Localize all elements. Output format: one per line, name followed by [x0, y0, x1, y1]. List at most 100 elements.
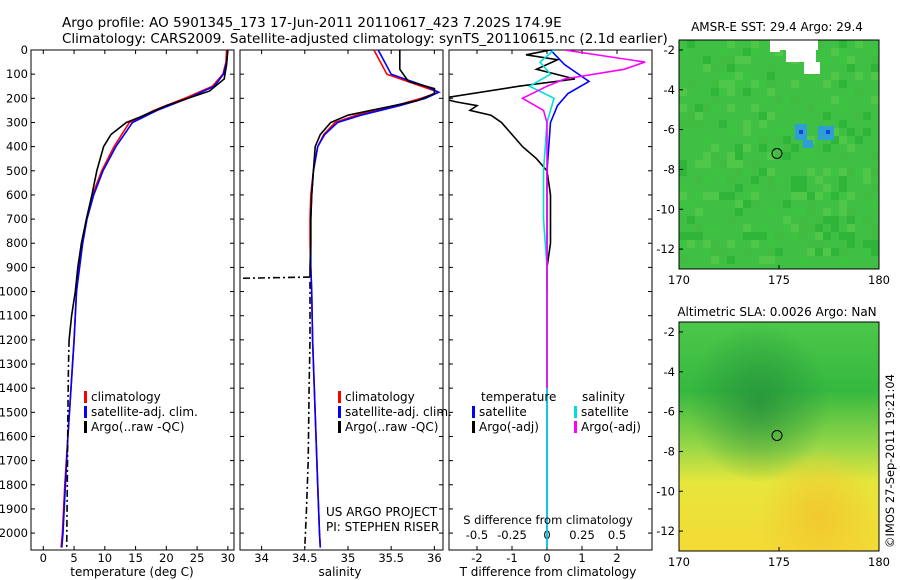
sst-cell — [839, 120, 847, 128]
sst-cell — [687, 240, 695, 248]
sst-cell — [703, 240, 711, 248]
sst-cell — [791, 80, 799, 88]
sst-cell — [767, 176, 775, 184]
sst-cell — [759, 112, 767, 120]
sst-cell — [679, 240, 687, 248]
sst-cell — [863, 128, 871, 136]
sst-cold-pixel — [826, 130, 830, 134]
legend-label-t-satellite: satellite — [479, 405, 527, 419]
sst-cell — [711, 80, 719, 88]
sst-cell — [679, 168, 687, 176]
sst-cell — [767, 88, 775, 96]
map-y-tick-label: -12 — [656, 242, 675, 256]
sst-cell — [839, 256, 847, 264]
sst-cell — [743, 48, 751, 56]
x-tick-label: 35.5 — [378, 551, 404, 565]
sst-cell — [767, 184, 775, 192]
series-line-argo-raw-qc-spike — [240, 276, 311, 280]
depth-tick-label: 1900 — [0, 502, 28, 516]
sst-cell — [799, 152, 807, 160]
legend-swatch-argo — [338, 421, 341, 433]
sst-cell — [855, 136, 863, 144]
map-x-tick-label: 180 — [868, 555, 890, 569]
sst-cell — [807, 208, 815, 216]
sst-cell — [871, 224, 879, 232]
sst-cell — [759, 144, 767, 152]
sst-cell — [687, 40, 695, 48]
sst-cell — [743, 232, 751, 240]
legend-swatch-climatology — [84, 391, 87, 403]
sst-cloud-mask — [804, 62, 820, 74]
sst-cell — [839, 152, 847, 160]
sla-map — [678, 321, 880, 552]
s-tick-label: -0.5 — [466, 528, 488, 542]
sst-cell — [855, 216, 863, 224]
sst-cell — [679, 184, 687, 192]
sst-cell — [743, 224, 751, 232]
sst-cell — [679, 232, 687, 240]
sst-cell — [711, 224, 719, 232]
legend-label-satellite-adj: satellite-adj. clim. — [91, 405, 198, 419]
sst-cell — [679, 256, 687, 264]
sst-cell — [759, 80, 767, 88]
argo-float-marker — [771, 430, 783, 442]
sst-cell — [703, 56, 711, 64]
legend-label-s-satellite: satellite — [581, 405, 629, 419]
map-y-tick-label: -8 — [664, 444, 675, 458]
sst-cell — [839, 168, 847, 176]
sst-cell — [799, 176, 807, 184]
sst-cell — [703, 136, 711, 144]
sst-cell — [815, 40, 823, 48]
map-x-tick-label: 170 — [668, 273, 690, 287]
sst-cell — [679, 48, 687, 56]
sst-cell — [727, 216, 735, 224]
sst-cell — [863, 192, 871, 200]
sst-cell — [767, 152, 775, 160]
sst-cell — [839, 96, 847, 104]
depth-axis-ticks: 0 100 200 300 400 500 600 700 800 900 1000 1100 1200… — [0, 43, 28, 540]
sst-cell — [791, 144, 799, 152]
project-credit: US ARGO PROJECT — [326, 505, 438, 519]
sst-cell — [735, 152, 743, 160]
sst-cell — [711, 256, 719, 264]
sst-cell — [743, 56, 751, 64]
sst-cell — [775, 104, 783, 112]
map-y-tick-label: -4 — [664, 83, 675, 97]
sst-cell — [735, 72, 743, 80]
sst-cell — [759, 136, 767, 144]
sst-cell — [679, 88, 687, 96]
x-tick-label: 1 — [578, 551, 585, 565]
sst-cell — [831, 96, 839, 104]
depth-tick-label: 1800 — [0, 478, 28, 492]
sst-cell — [775, 128, 783, 136]
sst-cell — [815, 104, 823, 112]
sst-cell — [807, 248, 815, 256]
sst-cell — [839, 176, 847, 184]
depth-tick-label: 1100 — [0, 309, 28, 323]
sst-cell — [727, 152, 735, 160]
map-x-tick-label: 180 — [868, 273, 890, 287]
sst-cell — [751, 48, 759, 56]
sst-cell — [847, 88, 855, 96]
depth-tick-label: 1000 — [0, 285, 28, 299]
legend-label-climatology: climatology — [345, 390, 415, 404]
sst-cell — [783, 152, 791, 160]
sst-cell — [695, 192, 703, 200]
sst-cell — [759, 256, 767, 264]
legend-label-argo: Argo(..raw -QC) — [345, 420, 438, 434]
sst-cell — [871, 168, 879, 176]
sst-cloud-mask — [786, 50, 816, 62]
sst-cell — [783, 224, 791, 232]
legend-title-salinity: salinity — [582, 390, 625, 404]
sst-cell — [719, 56, 727, 64]
sst-cell — [695, 160, 703, 168]
sst-cell — [871, 48, 879, 56]
sst-cell — [767, 208, 775, 216]
sst-cell — [759, 168, 767, 176]
series-line-argo-raw-qc-deep — [65, 339, 70, 548]
temperature-plot-frame — [30, 49, 235, 551]
sst-cell — [823, 208, 831, 216]
sst-cell — [711, 96, 719, 104]
depth-tick-label: 500 — [6, 164, 28, 178]
